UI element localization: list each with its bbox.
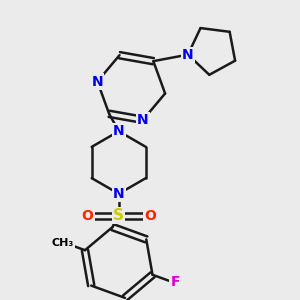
Text: CH₃: CH₃ (52, 238, 74, 248)
Text: N: N (182, 48, 194, 62)
Text: O: O (144, 208, 156, 223)
Text: S: S (113, 208, 124, 223)
Text: N: N (92, 74, 103, 88)
Text: N: N (113, 187, 124, 201)
Text: N: N (113, 124, 124, 138)
Text: N: N (137, 113, 149, 127)
Text: F: F (171, 275, 180, 289)
Text: O: O (82, 208, 93, 223)
